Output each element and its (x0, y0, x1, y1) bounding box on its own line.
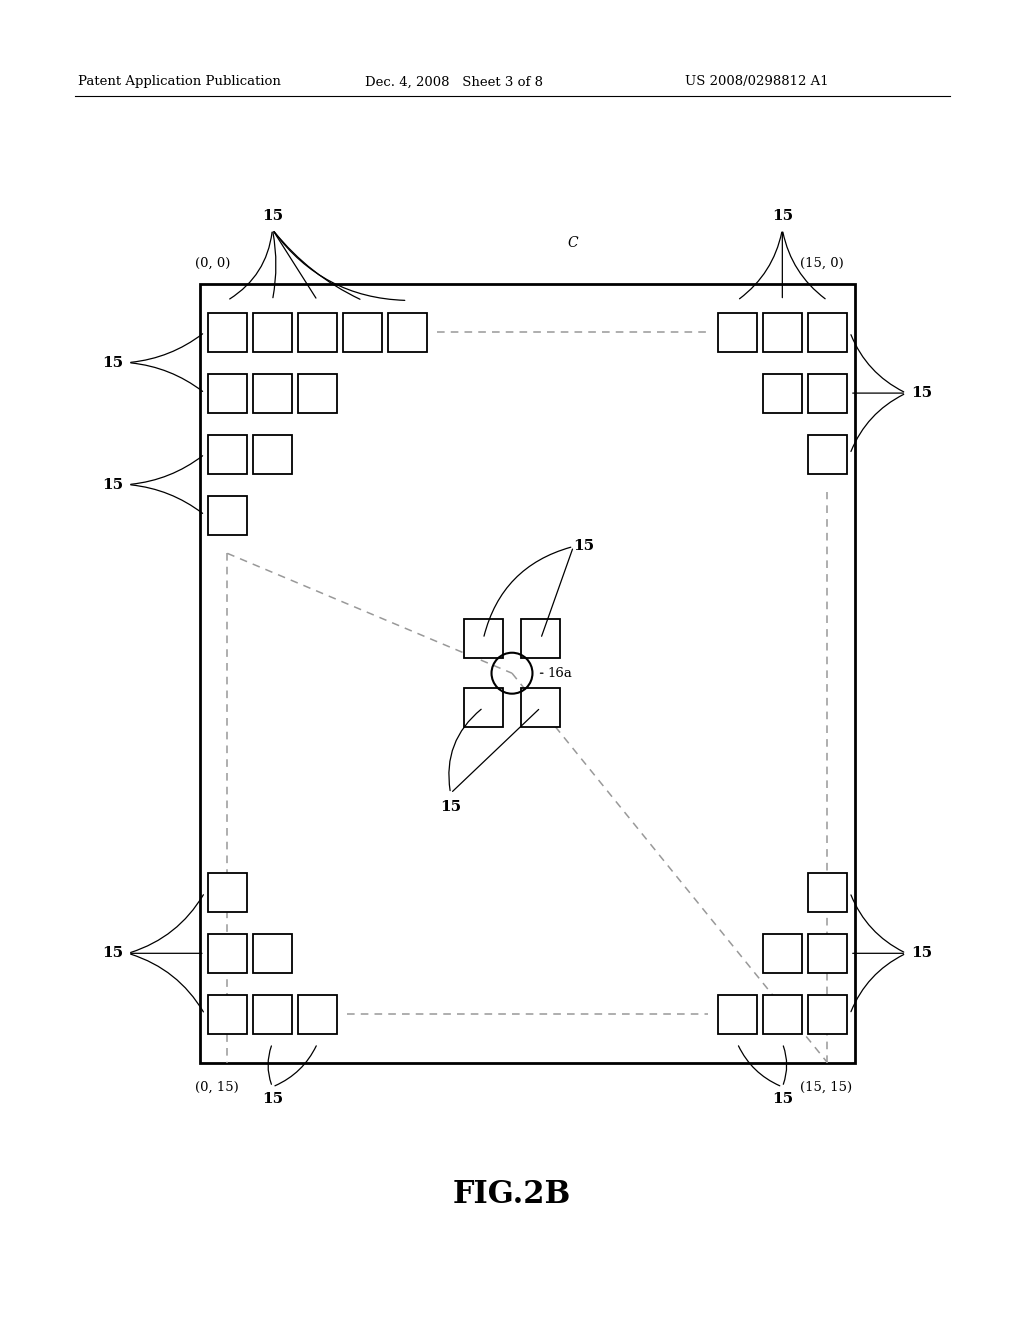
Text: 15: 15 (772, 209, 793, 223)
FancyArrowPatch shape (851, 954, 904, 1011)
Bar (298, 374, 337, 413)
Text: 15: 15 (440, 800, 461, 814)
Bar (253, 995, 292, 1034)
Text: 16a: 16a (548, 667, 572, 680)
Text: 15: 15 (911, 946, 933, 961)
FancyArrowPatch shape (131, 455, 203, 484)
FancyArrowPatch shape (449, 709, 481, 791)
FancyArrowPatch shape (851, 895, 904, 952)
FancyArrowPatch shape (274, 1045, 316, 1086)
FancyArrowPatch shape (268, 1045, 271, 1084)
Bar (808, 374, 847, 413)
FancyArrowPatch shape (738, 1045, 780, 1086)
Text: 15: 15 (262, 209, 283, 223)
Bar (208, 313, 247, 351)
FancyArrowPatch shape (851, 395, 904, 451)
Bar (253, 374, 292, 413)
Bar (464, 619, 503, 659)
Bar (718, 995, 757, 1034)
Text: (15, 0): (15, 0) (800, 257, 844, 269)
Text: Patent Application Publication: Patent Application Publication (78, 75, 281, 88)
Text: Dec. 4, 2008   Sheet 3 of 8: Dec. 4, 2008 Sheet 3 of 8 (365, 75, 543, 88)
FancyArrowPatch shape (783, 232, 825, 298)
Bar (208, 873, 247, 912)
Bar (343, 313, 382, 351)
FancyArrowPatch shape (783, 1045, 786, 1084)
Bar (763, 933, 802, 973)
Bar (763, 995, 802, 1034)
FancyArrowPatch shape (131, 363, 203, 392)
Bar (253, 434, 292, 474)
Text: 15: 15 (573, 540, 595, 553)
Bar (208, 933, 247, 973)
Text: 15: 15 (101, 478, 123, 491)
Text: (0, 0): (0, 0) (195, 257, 230, 269)
Text: (0, 15): (0, 15) (195, 1081, 239, 1093)
Bar (718, 313, 757, 351)
Bar (208, 374, 247, 413)
FancyArrowPatch shape (739, 232, 781, 298)
Bar (763, 374, 802, 413)
FancyArrowPatch shape (484, 548, 570, 636)
Bar (808, 995, 847, 1034)
FancyArrowPatch shape (542, 549, 572, 636)
FancyArrowPatch shape (131, 484, 203, 513)
Bar (808, 434, 847, 474)
Text: 15: 15 (101, 355, 123, 370)
FancyArrowPatch shape (229, 232, 272, 298)
Bar (464, 688, 503, 727)
Bar (298, 313, 337, 351)
Bar (200, 284, 855, 1063)
FancyArrowPatch shape (274, 231, 360, 300)
Bar (521, 619, 560, 659)
Text: 15: 15 (262, 1092, 283, 1106)
Bar (253, 313, 292, 351)
Bar (208, 995, 247, 1034)
Bar (763, 313, 802, 351)
Bar (808, 313, 847, 351)
Bar (298, 995, 337, 1034)
Text: FIG.2B: FIG.2B (453, 1179, 571, 1210)
Text: 15: 15 (101, 946, 123, 961)
Bar (808, 873, 847, 912)
FancyArrowPatch shape (453, 709, 539, 792)
Bar (208, 495, 247, 535)
Bar (521, 688, 560, 727)
Text: 15: 15 (911, 385, 933, 400)
FancyArrowPatch shape (131, 334, 203, 362)
Bar (388, 313, 427, 351)
Text: (15, 15): (15, 15) (800, 1081, 852, 1093)
Bar (208, 434, 247, 474)
FancyArrowPatch shape (273, 232, 275, 298)
Bar (253, 933, 292, 973)
Text: US 2008/0298812 A1: US 2008/0298812 A1 (685, 75, 828, 88)
Bar (808, 933, 847, 973)
FancyArrowPatch shape (273, 232, 316, 298)
Text: C: C (567, 236, 578, 249)
FancyArrowPatch shape (131, 954, 204, 1012)
FancyArrowPatch shape (274, 231, 404, 301)
Text: 15: 15 (772, 1092, 793, 1106)
FancyArrowPatch shape (851, 335, 904, 392)
FancyArrowPatch shape (131, 895, 204, 953)
